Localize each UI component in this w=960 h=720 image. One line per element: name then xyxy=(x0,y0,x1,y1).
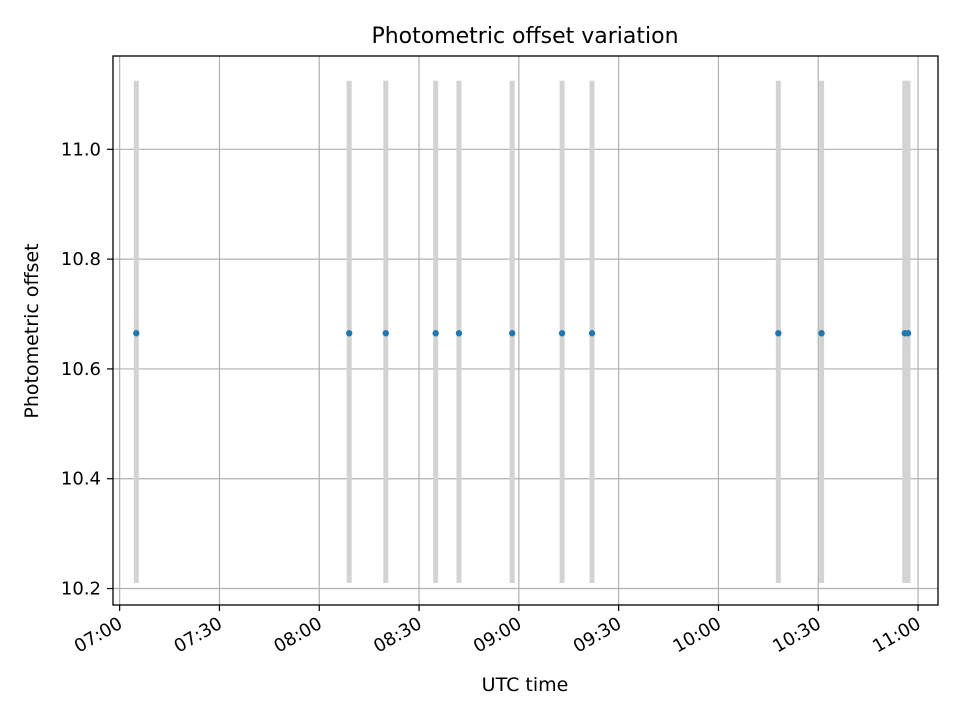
x-tick-label: 10:30 xyxy=(769,613,824,657)
y-axis-ticks: 10.2 10.4 10.6 10.8 11.0 xyxy=(61,139,113,600)
x-tick-label: 10:00 xyxy=(670,613,725,657)
x-axis-label: UTC time xyxy=(482,674,569,696)
data-point xyxy=(775,330,782,337)
y-tick-label: 10.8 xyxy=(61,249,101,270)
y-tick-label: 11.0 xyxy=(61,139,101,160)
data-point xyxy=(432,330,439,337)
x-tick-label: 07:30 xyxy=(171,613,226,657)
x-tick-label: 11:00 xyxy=(869,613,924,657)
data-point xyxy=(345,330,353,337)
y-tick-label: 10.6 xyxy=(61,359,101,380)
data-point xyxy=(455,330,463,337)
chart-title: Photometric offset variation xyxy=(371,24,678,49)
x-tick-label: 09:00 xyxy=(470,613,525,657)
data-point xyxy=(558,330,566,337)
y-axis-label: Photometric offset xyxy=(21,243,43,418)
data-points xyxy=(133,330,912,337)
data-point xyxy=(508,330,516,337)
x-tick-label: 08:30 xyxy=(370,613,425,657)
data-point xyxy=(588,330,596,337)
x-tick-label: 08:00 xyxy=(270,613,325,657)
data-point xyxy=(133,330,140,337)
x-tick-label: 09:30 xyxy=(570,613,625,657)
data-point xyxy=(382,330,389,337)
data-point xyxy=(904,330,912,337)
grid xyxy=(113,56,938,605)
error-bars xyxy=(133,80,911,584)
y-tick-label: 10.2 xyxy=(61,579,101,600)
y-tick-label: 10.4 xyxy=(61,469,101,490)
plot-frame xyxy=(112,55,939,606)
x-tick-label: 07:00 xyxy=(71,613,126,657)
data-point xyxy=(818,330,825,337)
x-axis-ticks: 07:00 07:30 08:00 08:30 09:00 09:30 10:00 10:30… xyxy=(71,605,925,657)
